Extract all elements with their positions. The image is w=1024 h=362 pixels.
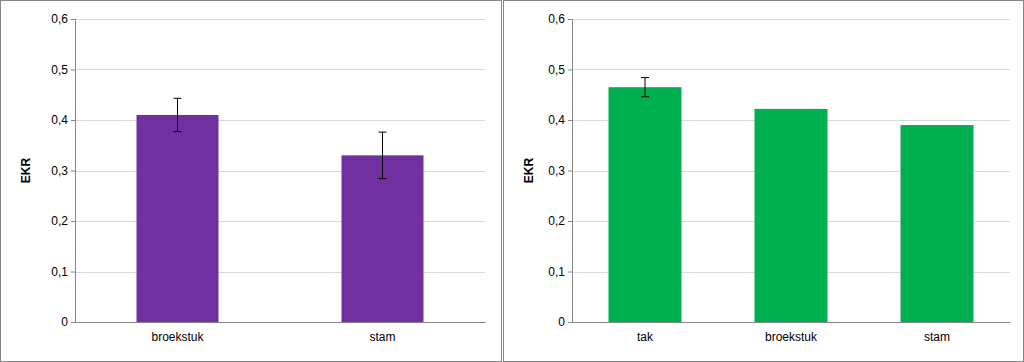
y-tick-mark — [71, 19, 75, 20]
y-axis: 0 0,1 0,2 0,3 0,4 0,5 0,6 — [548, 12, 572, 329]
error-bar-line — [641, 96, 649, 97]
y-tick-label: 0,6 — [51, 12, 68, 26]
grid-line — [75, 69, 485, 70]
error-bar-line — [379, 178, 387, 179]
x-tick: stam — [369, 322, 395, 344]
bar — [901, 125, 974, 322]
y-tick-label: 0,1 — [548, 265, 565, 279]
y-tick-mark — [71, 322, 75, 323]
y-tick-label: 0,4 — [548, 113, 565, 127]
y-tick-label: 0,2 — [51, 214, 68, 228]
y-axis-title: EKR — [19, 158, 33, 184]
y-tick: 0,6 — [51, 12, 75, 26]
y-tick: 0,2 — [548, 214, 572, 228]
plot-area — [137, 98, 424, 322]
y-axis: 0 0,1 0,2 0,3 0,4 0,5 0,6 — [51, 12, 75, 329]
y-tick-mark — [71, 120, 75, 121]
grid-line — [572, 69, 1010, 70]
x-tick: tak — [637, 322, 654, 344]
y-tick-mark — [71, 221, 75, 222]
y-tick-label: 0 — [558, 315, 565, 329]
error-bar-line — [645, 78, 646, 97]
y-tick: 0,5 — [548, 63, 572, 77]
bar — [755, 109, 828, 322]
y-tick-label: 0,3 — [548, 164, 565, 178]
error-bar-line — [174, 131, 182, 132]
error-bar — [174, 98, 182, 131]
chart-panel: 0 0,1 0,2 0,3 0,4 0,5 0,6 broekstuk stam EKR — [1, 1, 502, 362]
y-tick-label: 0,6 — [548, 12, 565, 26]
y-tick: 0,1 — [548, 265, 572, 279]
grid-line — [572, 19, 1010, 20]
x-tick-label: broekstuk — [151, 330, 204, 344]
y-tick: 0 — [558, 315, 572, 329]
error-bar — [379, 132, 387, 178]
x-axis-line — [573, 322, 1011, 323]
y-tick-mark — [568, 19, 572, 20]
error-bar-line — [641, 77, 649, 78]
y-tick-mark — [568, 221, 572, 222]
y-tick-mark — [568, 272, 572, 273]
y-tick-label: 0,4 — [51, 113, 68, 127]
grid — [572, 20, 1010, 323]
y-tick-mark — [71, 70, 75, 71]
x-tick: broekstuk — [765, 322, 818, 344]
y-tick-label: 0 — [61, 315, 68, 329]
y-tick-label: 0,3 — [51, 164, 68, 178]
y-tick: 0,3 — [51, 164, 75, 178]
y-axis-title: EKR — [522, 158, 536, 184]
y-tick: 0,4 — [548, 113, 572, 127]
x-axis: tak broekstuk stam — [573, 322, 1011, 344]
grid-line — [75, 19, 485, 20]
chart-panel: 0 0,1 0,2 0,3 0,4 0,5 0,6 tak broekstuk stam EKR — [504, 1, 1024, 362]
y-tick-label: 0,2 — [548, 214, 565, 228]
y-tick-label: 0,5 — [51, 63, 68, 77]
error-bar-line — [174, 98, 182, 99]
y-tick: 0,1 — [51, 265, 75, 279]
plot-area — [609, 78, 974, 322]
grid-line — [572, 322, 1010, 323]
y-tick: 0,5 — [51, 63, 75, 77]
y-tick-mark — [71, 171, 75, 172]
y-axis-line — [71, 20, 76, 323]
error-bar — [641, 78, 649, 97]
x-axis: broekstuk stam — [76, 322, 486, 344]
bar — [342, 155, 424, 322]
y-tick: 0,2 — [51, 214, 75, 228]
y-axis-line — [568, 20, 573, 323]
y-tick-mark — [568, 322, 572, 323]
bar — [137, 115, 219, 322]
x-tick-label: tak — [637, 330, 654, 344]
panel-frame — [504, 1, 1024, 362]
y-tick-mark — [71, 272, 75, 273]
figure: 00,10,20,30,40,50,6broekstukstamEKR00,10… — [0, 0, 1024, 362]
error-bar-line — [379, 132, 387, 133]
y-tick: 0,6 — [548, 12, 572, 26]
x-tick-label: stam — [924, 330, 950, 344]
x-tick: stam — [924, 322, 950, 344]
x-tick-label: stam — [369, 330, 395, 344]
y-tick-label: 0,5 — [548, 63, 565, 77]
y-tick-label: 0,1 — [51, 265, 68, 279]
error-bar-line — [382, 132, 383, 178]
bar — [609, 87, 682, 322]
x-axis-line — [76, 322, 486, 323]
y-tick: 0,3 — [548, 164, 572, 178]
y-tick-mark — [568, 171, 572, 172]
y-tick-mark — [568, 120, 572, 121]
error-bar-line — [177, 98, 178, 131]
grid — [75, 20, 485, 323]
y-tick: 0,4 — [51, 113, 75, 127]
x-tick: broekstuk — [151, 322, 204, 344]
grid-line — [75, 322, 485, 323]
y-tick: 0 — [61, 315, 75, 329]
y-tick-mark — [568, 70, 572, 71]
x-tick-label: broekstuk — [765, 330, 818, 344]
panel-frame — [1, 1, 502, 362]
